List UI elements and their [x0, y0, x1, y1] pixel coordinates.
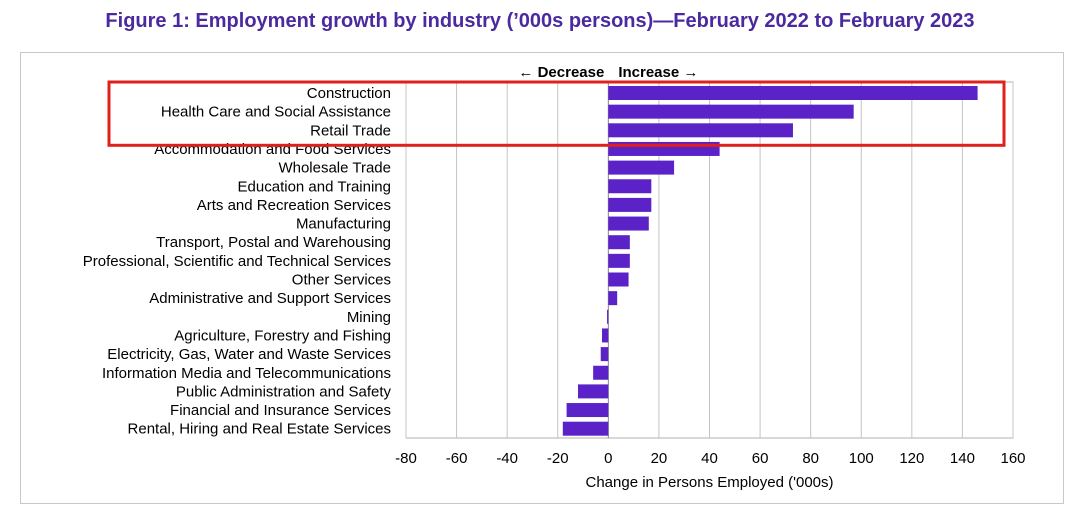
- x-tick-label: -80: [395, 450, 417, 467]
- category-label: Retail Trade: [310, 122, 391, 139]
- bar: [608, 86, 978, 100]
- category-label: Education and Training: [238, 178, 391, 195]
- gridlines: [405, 81, 1014, 439]
- bar: [608, 216, 649, 231]
- x-tick-label: 140: [950, 450, 975, 467]
- bar: [608, 104, 854, 119]
- x-tick-label: 0: [604, 450, 612, 467]
- bar: [600, 347, 609, 362]
- category-label: Wholesale Trade: [278, 160, 391, 177]
- bar: [608, 235, 630, 250]
- category-label: Mining: [347, 309, 391, 326]
- category-labels: Construction Health Care and Social Assis…: [83, 85, 392, 438]
- bar: [562, 421, 609, 436]
- x-tick-labels: -80 -60 -40 -20 0 20 40 60 80 100 120 140 160: [395, 450, 1025, 467]
- category-label: Information Media and Telecommunications: [102, 365, 391, 382]
- x-tick-label: 100: [849, 450, 874, 467]
- increase-label: Increase →: [618, 64, 698, 81]
- bar: [608, 272, 629, 287]
- x-tick-label: -20: [547, 450, 569, 467]
- bar: [608, 197, 652, 212]
- bar: [602, 328, 609, 343]
- x-tick-label: 60: [752, 450, 769, 467]
- category-label: Rental, Hiring and Real Estate Services: [128, 421, 391, 438]
- bar: [607, 309, 609, 324]
- category-label: Accommodation and Food Services: [154, 141, 391, 158]
- bar: [593, 365, 609, 380]
- category-label: Transport, Postal and Warehousing: [156, 234, 391, 251]
- category-label: Agriculture, Forestry and Fishing: [174, 327, 391, 344]
- x-tick-label: 120: [899, 450, 924, 467]
- bar: [608, 253, 630, 268]
- bar: [608, 179, 652, 194]
- x-tick-label: 80: [802, 450, 819, 467]
- category-label: Manufacturing: [296, 216, 391, 233]
- bar: [566, 403, 609, 418]
- bar: [608, 291, 618, 306]
- bar: [608, 123, 793, 138]
- decrease-label: ← Decrease: [518, 64, 604, 81]
- chart-title: Figure 1: Employment growth by industry …: [105, 10, 975, 32]
- category-label: Public Administration and Safety: [176, 383, 392, 400]
- x-tick-label: -60: [446, 450, 468, 467]
- bar: [577, 384, 609, 399]
- chart-frame: [20, 52, 1064, 504]
- bars: [562, 86, 978, 436]
- category-label: Arts and Recreation Services: [197, 197, 391, 214]
- category-label: Electricity, Gas, Water and Waste Servic…: [107, 346, 391, 363]
- category-label: Administrative and Support Services: [149, 290, 391, 307]
- category-label: Health Care and Social Assistance: [161, 104, 391, 121]
- category-label: Other Services: [292, 272, 391, 289]
- x-axis-label: Change in Persons Employed ('000s): [586, 474, 834, 491]
- x-tick-label: 160: [1000, 450, 1025, 467]
- x-tick-label: 40: [701, 450, 718, 467]
- bar: [608, 160, 675, 175]
- x-tick-label: -40: [496, 450, 518, 467]
- x-tick-label: 20: [651, 450, 668, 467]
- category-label: Financial and Insurance Services: [170, 402, 391, 419]
- category-label: Construction: [307, 85, 391, 102]
- category-label: Professional, Scientific and Technical S…: [83, 253, 391, 270]
- highlight-box: [107, 80, 1006, 147]
